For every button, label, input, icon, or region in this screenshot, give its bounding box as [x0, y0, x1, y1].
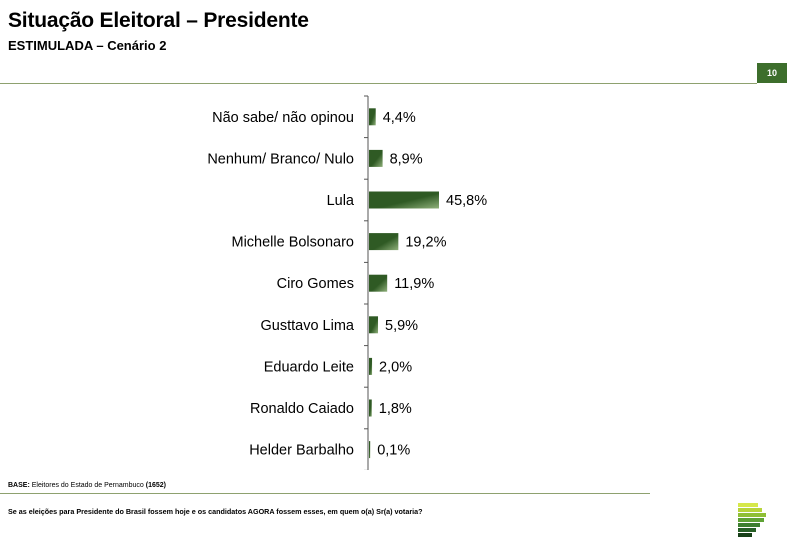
- base-note: BASE: Eleitores do Estado de Pernambuco …: [8, 482, 166, 489]
- page-subtitle: ESTIMULADA – Cenário 2: [8, 38, 167, 53]
- category-label: Ciro Gomes: [277, 276, 354, 292]
- value-label: 45,8%: [446, 193, 487, 209]
- category-label: Gusttavo Lima: [261, 318, 355, 334]
- brand-logo: [738, 503, 766, 537]
- bar: [369, 399, 372, 417]
- value-label: 0,1%: [377, 443, 410, 459]
- top-divider: [0, 83, 757, 84]
- bar: [369, 191, 439, 209]
- page-title: Situação Eleitoral – Presidente: [8, 9, 309, 32]
- bottom-divider: [0, 493, 650, 494]
- survey-question: Se as eleições para Presidente do Brasil…: [8, 507, 423, 516]
- category-label: Não sabe/ não opinou: [212, 110, 354, 126]
- value-label: 19,2%: [405, 235, 446, 251]
- base-label: BASE:: [8, 482, 30, 489]
- category-label: Michelle Bolsonaro: [231, 235, 354, 251]
- category-label: Nenhum/ Branco/ Nulo: [207, 151, 354, 167]
- category-label: Helder Barbalho: [249, 443, 354, 459]
- base-count: (1652): [145, 482, 166, 489]
- bar: [369, 316, 379, 334]
- bar: [369, 149, 383, 167]
- category-label: Eduardo Leite: [264, 359, 354, 375]
- bar: [369, 441, 371, 459]
- page-number-badge: 10: [757, 63, 787, 83]
- bar: [369, 108, 376, 126]
- value-label: 8,9%: [390, 151, 423, 167]
- value-label: 5,9%: [385, 318, 418, 334]
- value-label: 11,9%: [394, 276, 434, 292]
- bar: [369, 274, 388, 292]
- value-label: 2,0%: [379, 359, 412, 375]
- category-label: Ronaldo Caiado: [250, 401, 354, 417]
- bar: [369, 233, 399, 251]
- value-label: 1,8%: [379, 401, 412, 417]
- bar-chart: Não sabe/ não opinou 4,4% Nenhum/ Branco/ …: [207, 95, 487, 470]
- value-label: 4,4%: [383, 110, 416, 126]
- base-text: Eleitores do Estado de Pernambuco: [31, 482, 144, 489]
- category-label: Lula: [327, 193, 355, 209]
- bar: [369, 357, 373, 375]
